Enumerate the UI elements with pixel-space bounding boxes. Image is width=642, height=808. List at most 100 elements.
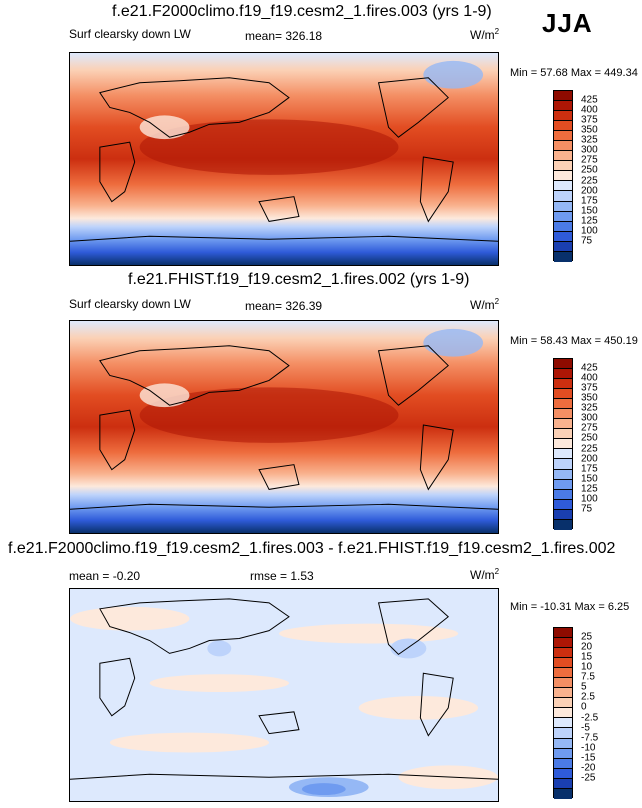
- colorbar-tick-label: -20: [581, 762, 596, 774]
- colorbar-swatch: [554, 708, 572, 719]
- colorbar-tick-label: 225: [581, 175, 598, 187]
- colorbar-tick-label: 175: [581, 195, 598, 207]
- colorbar-tick-label: 375: [581, 382, 598, 394]
- colorbar-tick-label: 150: [581, 473, 598, 485]
- colorbar-swatch: [554, 519, 572, 530]
- colorbar-swatch: [554, 738, 572, 749]
- colorbar-swatch: [554, 181, 572, 192]
- colorbar-tick-label: 300: [581, 412, 598, 424]
- colorbar-swatch: [554, 678, 572, 689]
- panel2-map: [69, 320, 499, 534]
- colorbar-swatch: [554, 141, 572, 152]
- colorbar-swatch: [554, 718, 572, 729]
- panel2-colorbar: [553, 358, 573, 530]
- colorbar-swatch: [554, 101, 572, 112]
- colorbar-tick-label: 75: [581, 235, 593, 247]
- colorbar-tick-label: 125: [581, 483, 598, 495]
- colorbar-tick-label: 325: [581, 402, 598, 414]
- colorbar-tick-label: 7.5: [581, 671, 595, 683]
- colorbar-tick-label: 425: [581, 94, 598, 106]
- colorbar-swatch: [554, 459, 572, 470]
- colorbar-tick-label: 75: [581, 503, 593, 515]
- colorbar-swatch: [554, 359, 572, 370]
- colorbar-swatch: [554, 449, 572, 460]
- panel1-units: W/m2: [470, 27, 500, 42]
- colorbar-swatch: [554, 399, 572, 410]
- panel3-title: f.e21.F2000climo.f19_f19.cesm2_1.fires.0…: [8, 540, 616, 557]
- panel3-minmax: Min = -10.31 Max = 6.25: [510, 601, 630, 613]
- colorbar-tick-label: 175: [581, 463, 598, 475]
- colorbar-tick-label: 275: [581, 422, 598, 434]
- colorbar-swatch: [554, 469, 572, 480]
- colorbar-swatch: [554, 638, 572, 649]
- colorbar-swatch: [554, 628, 572, 639]
- colorbar-tick-label: 375: [581, 114, 598, 126]
- colorbar-swatch: [554, 758, 572, 769]
- panel2-units: W/m2: [470, 297, 500, 312]
- panel1-title: f.e21.F2000climo.f19_f19.cesm2_1.fires.0…: [112, 3, 492, 20]
- colorbar-swatch: [554, 658, 572, 669]
- colorbar-swatch: [554, 231, 572, 242]
- colorbar-swatch: [554, 241, 572, 252]
- panel1-variable: Surf clearsky down LW: [69, 27, 191, 41]
- colorbar-swatch: [554, 479, 572, 490]
- colorbar-tick-label: -5: [581, 722, 590, 734]
- colorbar-swatch: [554, 251, 572, 262]
- colorbar-tick-label: 200: [581, 453, 598, 465]
- panel2-minmax: Min = 58.43 Max = 450.19: [510, 335, 638, 347]
- colorbar-swatch: [554, 121, 572, 132]
- colorbar-swatch: [554, 151, 572, 162]
- panel1-colorbar: [553, 90, 573, 262]
- colorbar-swatch: [554, 509, 572, 520]
- colorbar-swatch: [554, 499, 572, 510]
- colorbar-tick-label: 100: [581, 493, 598, 505]
- colorbar-swatch: [554, 439, 572, 450]
- panel1-minmax: Min = 57.68 Max = 449.34: [510, 67, 638, 79]
- colorbar-tick-label: 25: [581, 631, 593, 643]
- colorbar-swatch: [554, 489, 572, 500]
- season-label: JJA: [542, 8, 593, 38]
- panel2-mean: mean= 326.39: [245, 299, 323, 313]
- colorbar-tick-label: -25: [581, 772, 596, 784]
- panel1-mean: mean= 326.18: [245, 29, 323, 43]
- panel3-rmse: rmse = 1.53: [250, 569, 314, 583]
- colorbar-swatch: [554, 748, 572, 759]
- colorbar-tick-label: -2.5: [581, 712, 599, 724]
- colorbar-swatch: [554, 211, 572, 222]
- colorbar-tick-label: 5: [581, 681, 587, 693]
- colorbar-tick-label: 0: [581, 701, 587, 713]
- colorbar-swatch: [554, 91, 572, 102]
- colorbar-swatch: [554, 389, 572, 400]
- colorbar-tick-label: 150: [581, 205, 598, 217]
- colorbar-tick-label: 225: [581, 443, 598, 455]
- colorbar-tick-label: -15: [581, 752, 596, 764]
- colorbar-swatch: [554, 171, 572, 182]
- colorbar-swatch: [554, 191, 572, 202]
- colorbar-tick-label: 425: [581, 362, 598, 374]
- panel1-map: [69, 52, 499, 266]
- panel2-variable: Surf clearsky down LW: [69, 297, 191, 311]
- colorbar-swatch: [554, 668, 572, 679]
- panel3-units: W/m2: [470, 567, 500, 582]
- colorbar-tick-label: 300: [581, 144, 598, 156]
- colorbar-tick-label: 400: [581, 372, 598, 384]
- colorbar-swatch: [554, 788, 572, 799]
- colorbar-swatch: [554, 201, 572, 212]
- colorbar-tick-label: 125: [581, 215, 598, 227]
- panel2-title: f.e21.FHIST.f19_f19.cesm2_1.fires.002 (y…: [128, 271, 470, 288]
- colorbar-tick-label: 200: [581, 185, 598, 197]
- colorbar-swatch: [554, 778, 572, 789]
- colorbar-tick-label: 325: [581, 134, 598, 146]
- colorbar-swatch: [554, 419, 572, 430]
- colorbar-swatch: [554, 111, 572, 122]
- colorbar-tick-label: 400: [581, 104, 598, 116]
- colorbar-swatch: [554, 648, 572, 659]
- colorbar-tick-label: 275: [581, 154, 598, 166]
- colorbar-tick-label: -7.5: [581, 732, 599, 744]
- panel3-map: [69, 588, 499, 802]
- colorbar-swatch: [554, 161, 572, 172]
- colorbar-swatch: [554, 379, 572, 390]
- colorbar-swatch: [554, 369, 572, 380]
- colorbar-tick-label: 10: [581, 661, 593, 673]
- colorbar-swatch: [554, 429, 572, 440]
